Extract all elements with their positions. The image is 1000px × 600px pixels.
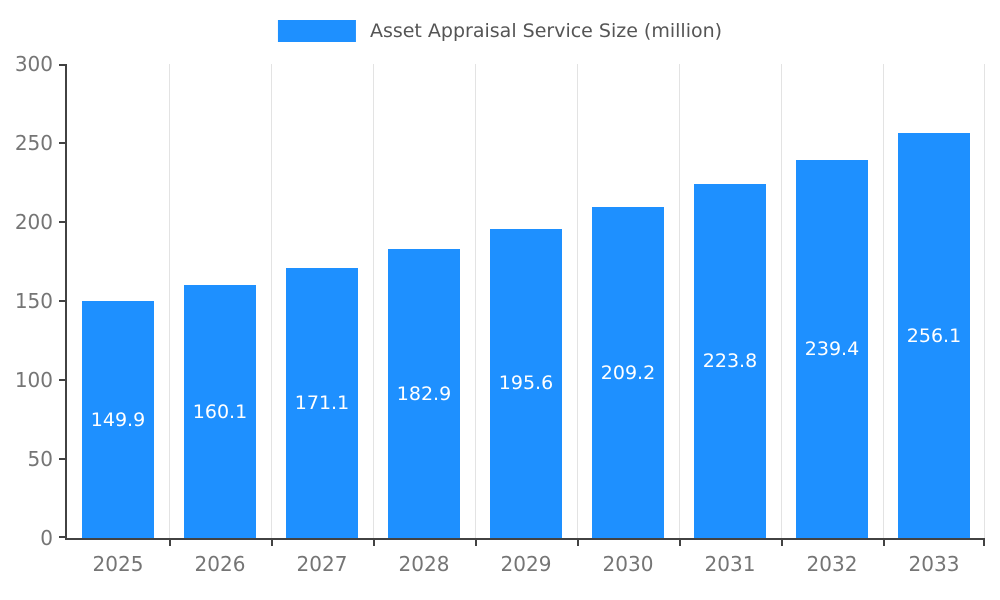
gridline [475, 64, 476, 538]
x-axis-label: 2029 [500, 552, 552, 576]
x-axis-tick [781, 540, 783, 546]
y-axis-tick [59, 221, 65, 223]
bar-value-label: 256.1 [906, 324, 962, 347]
y-axis-tick [59, 536, 65, 538]
x-axis-label: 2026 [194, 552, 246, 576]
bar: 195.6 [490, 228, 562, 538]
y-axis-label: 150 [14, 289, 53, 313]
x-axis-tick [475, 540, 477, 546]
gridline [169, 64, 170, 538]
gridline [679, 64, 680, 538]
x-axis-tick [169, 540, 171, 546]
bar: 223.8 [694, 184, 766, 538]
x-axis-label: 2032 [806, 552, 858, 576]
bar: 171.1 [286, 267, 358, 538]
y-axis-label: 300 [14, 52, 53, 76]
gridline [577, 64, 578, 538]
gridline [271, 64, 272, 538]
y-axis-tick [59, 458, 65, 460]
x-axis-tick [883, 540, 885, 546]
bar-value-label: 209.2 [600, 361, 656, 384]
bar-value-label: 149.9 [90, 408, 146, 431]
legend-label: Asset Appraisal Service Size (million) [369, 20, 723, 42]
bar-value-label: 160.1 [192, 400, 248, 423]
y-axis-label: 250 [14, 131, 53, 155]
bar: 182.9 [388, 249, 460, 538]
bar: 149.9 [82, 301, 154, 538]
bar-value-label: 239.4 [804, 337, 860, 360]
x-axis-label: 2033 [908, 552, 960, 576]
bar: 256.1 [898, 133, 970, 538]
x-axis-label: 2028 [398, 552, 450, 576]
gridline [984, 64, 985, 538]
plot-area: 0 50 100 150 200 250 300 149.9 2025 160.1 2026 171.… [15, 52, 985, 576]
bar: 239.4 [796, 159, 868, 538]
bar-value-label: 195.6 [498, 372, 554, 395]
legend[interactable]: Asset Appraisal Service Size (million) [277, 20, 723, 42]
x-axis-tick [679, 540, 681, 546]
y-axis-label: 50 [27, 447, 53, 471]
y-axis-tick [59, 300, 65, 302]
x-axis-tick [983, 540, 985, 546]
y-axis-label: 0 [40, 526, 53, 550]
y-axis-label: 200 [14, 210, 53, 234]
gridline [781, 64, 782, 538]
y-axis-tick [59, 142, 65, 144]
bar: 160.1 [184, 285, 256, 538]
x-axis-label: 2031 [704, 552, 756, 576]
gridline [883, 64, 884, 538]
x-axis-tick [271, 540, 273, 546]
x-axis-label: 2025 [92, 552, 144, 576]
legend-swatch-icon [277, 20, 356, 42]
y-axis-tick [59, 64, 65, 66]
bar: 209.2 [592, 207, 664, 538]
x-axis-tick [577, 540, 579, 546]
bar-value-label: 223.8 [702, 350, 758, 373]
x-axis-label: 2027 [296, 552, 348, 576]
bar-value-label: 182.9 [396, 382, 452, 405]
x-axis-tick [373, 540, 375, 546]
bar-value-label: 171.1 [294, 391, 350, 414]
y-axis-tick [59, 379, 65, 381]
x-axis-label: 2030 [602, 552, 654, 576]
gridline [373, 64, 374, 538]
y-axis-label: 100 [14, 368, 53, 392]
